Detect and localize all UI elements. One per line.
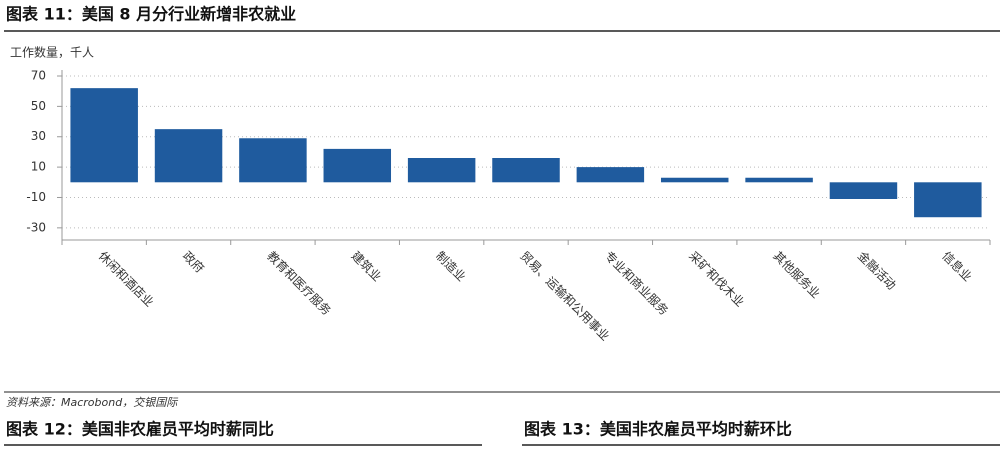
x-tick-label: 教育和医疗服务 [264,248,334,318]
figure-title: 图表 13：美国非农雇员平均时薪环比 [524,420,792,439]
bar [914,182,982,218]
y-tick-label: 30 [31,129,46,143]
bar [154,129,223,183]
y-axis-label: 工作数量，千人 [10,45,94,60]
x-tick-label: 其他服务业 [770,248,823,301]
bar [239,138,307,183]
y-tick-label: -10 [26,190,46,204]
x-tick-label: 专业和商业服务 [602,248,672,318]
y-tick-label: 70 [31,69,46,83]
y-tick-label: -30 [26,220,46,234]
y-tick-label: 50 [31,99,46,113]
y-tick-label: 10 [31,160,46,174]
x-tick-label: 休闲和酒店业 [96,249,157,310]
x-tick-label: 制造业 [433,249,468,284]
x-tick-label: 采矿和伐木业 [686,249,747,310]
x-tick-label: 建筑业 [349,248,385,284]
bar [70,88,138,183]
x-tick-label: 信息业 [939,248,975,284]
bar [576,167,645,183]
x-tick-label: 贸易、运输和公用事业 [517,248,612,343]
x-tick-label: 政府 [180,248,208,276]
bar [323,148,392,183]
bar [745,177,813,183]
source: 资料来源：Macrobond，交银国际 [6,396,178,409]
bar [492,158,560,183]
x-tick-label: 金融活动 [855,248,900,293]
bar [829,182,898,199]
figure-title: 图表 12：美国非农雇员平均时薪同比 [6,420,274,439]
figure-title: 图表 11：美国 8 月分行业新增非农就业 [6,5,296,24]
bar [407,158,476,183]
bar [660,177,729,183]
